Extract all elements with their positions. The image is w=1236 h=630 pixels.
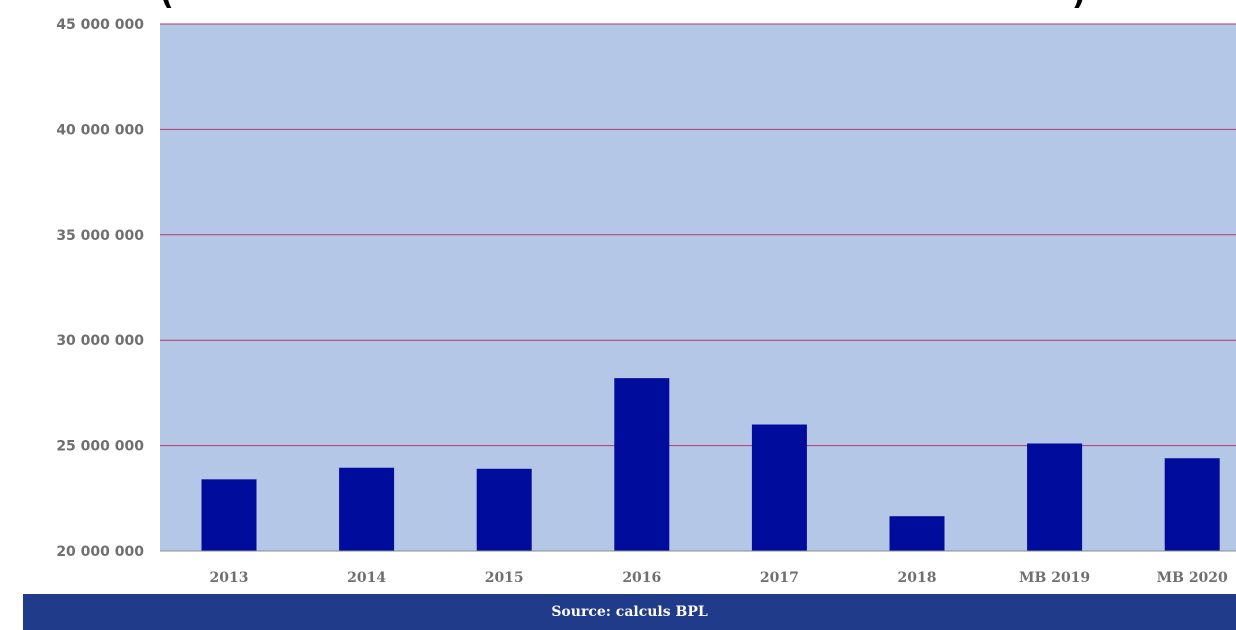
bar-2014 <box>339 467 395 551</box>
y-tick-label: 45 000 000 <box>56 17 144 33</box>
chart: ( ) 20 000 000 25 000 000 30 000 000 35 000… <box>56 0 1236 586</box>
x-tick-label: MB 2019 <box>1019 570 1090 586</box>
x-tick-label: 2017 <box>760 570 799 586</box>
y-tick-label: 40 000 000 <box>56 122 144 138</box>
bar-mb-2020 <box>1164 458 1220 551</box>
title-fragment-left: ( <box>160 0 174 12</box>
x-tick-label: 2015 <box>485 570 524 586</box>
bar-2016 <box>614 378 670 551</box>
x-axis-ticks: 2013 2014 2015 2016 2017 2018 MB 2019 MB 2020 <box>210 570 1229 586</box>
y-tick-label: 35 000 000 <box>56 228 144 244</box>
bar-2017 <box>751 424 807 551</box>
bar-mb-2019 <box>1027 443 1083 551</box>
bars <box>201 378 1220 551</box>
title-fragment-right: ) <box>1072 0 1086 12</box>
x-tick-label: 2018 <box>898 570 937 586</box>
source-banner: Source: calculs BPL <box>23 594 1236 630</box>
bar-2015 <box>476 468 532 551</box>
x-tick-label: 2016 <box>622 570 661 586</box>
y-tick-label: 20 000 000 <box>56 544 144 560</box>
x-tick-label: 2014 <box>347 570 386 586</box>
bar-2018 <box>889 516 945 551</box>
x-tick-label: MB 2020 <box>1157 570 1228 586</box>
x-tick-label: 2013 <box>210 570 249 586</box>
y-tick-label: 25 000 000 <box>56 439 144 455</box>
y-axis-ticks: 20 000 000 25 000 000 30 000 000 35 000 000… <box>56 17 144 560</box>
y-tick-label: 30 000 000 <box>56 333 144 349</box>
bar-2013 <box>201 479 257 551</box>
source-text: Source: calculs BPL <box>551 604 708 620</box>
